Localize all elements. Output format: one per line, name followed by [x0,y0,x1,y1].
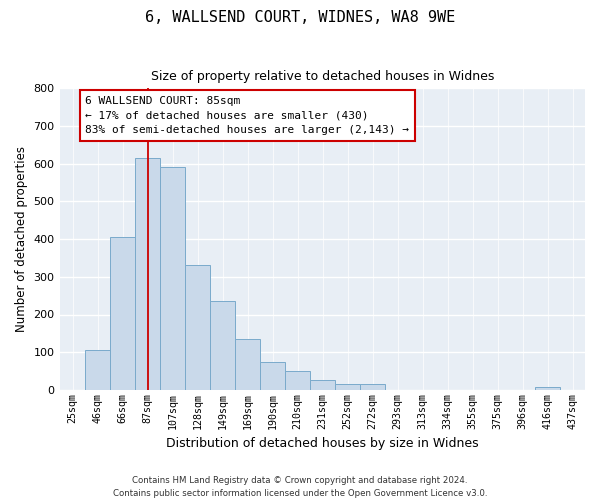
Bar [335,384,360,390]
X-axis label: Distribution of detached houses by size in Widnes: Distribution of detached houses by size … [166,437,479,450]
Bar [360,384,385,390]
Bar [285,371,310,390]
Bar [85,350,110,390]
Text: 6 WALLSEND COURT: 85sqm
← 17% of detached houses are smaller (430)
83% of semi-d: 6 WALLSEND COURT: 85sqm ← 17% of detache… [85,96,409,136]
Bar [135,158,160,390]
Bar [235,339,260,390]
Y-axis label: Number of detached properties: Number of detached properties [15,146,28,332]
Bar [210,302,235,390]
Bar [185,266,210,390]
Bar [260,362,285,390]
Bar [310,380,335,390]
Title: Size of property relative to detached houses in Widnes: Size of property relative to detached ho… [151,70,494,83]
Bar [160,168,185,390]
Bar [110,237,135,390]
Bar [535,388,560,390]
Text: 6, WALLSEND COURT, WIDNES, WA8 9WE: 6, WALLSEND COURT, WIDNES, WA8 9WE [145,10,455,25]
Text: Contains HM Land Registry data © Crown copyright and database right 2024.
Contai: Contains HM Land Registry data © Crown c… [113,476,487,498]
